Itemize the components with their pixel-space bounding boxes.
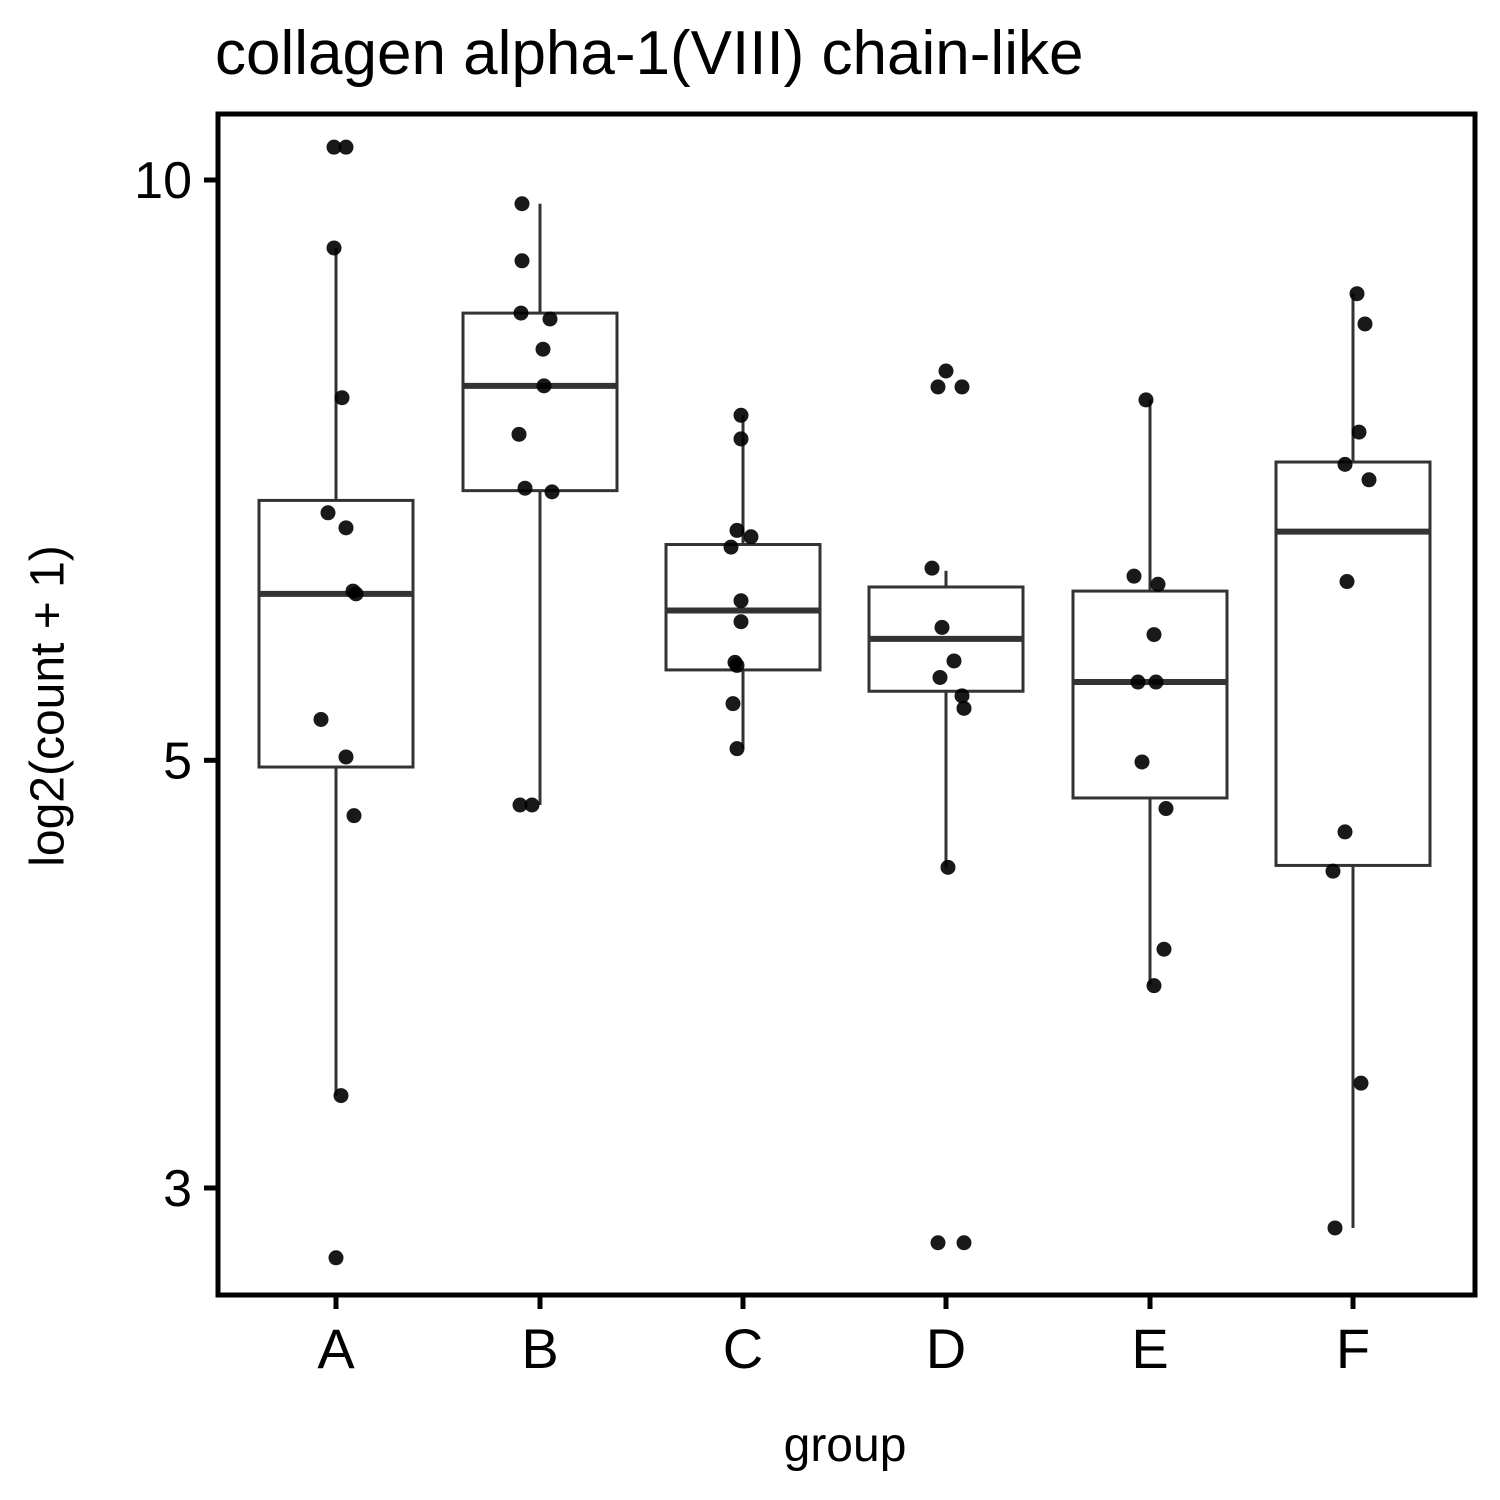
data-point-D <box>938 363 954 379</box>
data-point-B <box>535 341 551 357</box>
data-point-A <box>346 808 362 824</box>
data-point-A <box>326 240 342 256</box>
data-point-D <box>954 379 970 395</box>
data-point-A <box>333 1088 349 1104</box>
data-point-F <box>1337 824 1353 840</box>
data-point-E <box>1158 801 1174 817</box>
data-point-D <box>954 688 970 704</box>
data-point-D <box>946 653 962 669</box>
data-point-C <box>725 696 741 712</box>
data-point-C <box>733 614 749 630</box>
data-point-C <box>729 657 745 673</box>
data-point-C <box>743 529 759 545</box>
data-point-D <box>930 379 946 395</box>
boxes-layer <box>257 203 1432 1228</box>
data-point-C <box>729 741 745 757</box>
data-point-D <box>924 560 940 576</box>
data-point-B <box>517 480 533 496</box>
data-point-B <box>512 797 528 813</box>
data-point-A <box>328 1250 344 1266</box>
data-point-C <box>733 593 749 609</box>
points-layer <box>313 139 1377 1266</box>
x-tick-label: D <box>926 1317 966 1380</box>
box-B <box>461 203 619 806</box>
box-D <box>867 570 1025 868</box>
data-point-D <box>930 1235 946 1251</box>
data-point-B <box>513 305 529 321</box>
box-iqr <box>257 498 415 769</box>
y-axis-label: log2(count + 1) <box>21 545 75 867</box>
axis-layer: 3 5 10 A B C D E F <box>134 152 1370 1380</box>
data-point-F <box>1337 456 1353 472</box>
x-tick-label: F <box>1336 1317 1370 1380</box>
y-tick-label: 5 <box>163 732 192 790</box>
data-point-F <box>1353 1075 1369 1091</box>
data-point-E <box>1126 568 1142 584</box>
data-point-C <box>733 407 749 423</box>
data-point-F <box>1325 863 1341 879</box>
data-point-A <box>338 749 354 765</box>
box-iqr <box>461 311 619 493</box>
data-point-D <box>932 669 948 685</box>
data-point-B <box>524 797 540 813</box>
box-E <box>1071 399 1229 986</box>
data-point-F <box>1327 1220 1343 1236</box>
data-point-F <box>1339 574 1355 590</box>
data-point-A <box>348 586 364 602</box>
data-point-B <box>514 253 530 269</box>
box-C <box>664 415 822 749</box>
data-point-D <box>940 859 956 875</box>
box-A <box>257 247 415 1096</box>
data-point-C <box>733 431 749 447</box>
box-iqr <box>1274 460 1432 867</box>
data-point-C <box>723 539 739 555</box>
data-point-B <box>544 484 560 500</box>
data-point-F <box>1351 424 1367 440</box>
data-point-B <box>511 426 527 442</box>
data-point-D <box>956 1235 972 1251</box>
data-point-C <box>729 522 745 538</box>
data-point-B <box>542 311 558 327</box>
data-point-D <box>934 619 950 635</box>
data-point-F <box>1357 316 1373 332</box>
data-point-F <box>1349 286 1365 302</box>
data-point-E <box>1130 674 1146 690</box>
data-point-A <box>334 390 350 406</box>
data-point-E <box>1146 627 1162 643</box>
x-tick-label: E <box>1131 1317 1168 1380</box>
data-point-A <box>338 139 354 155</box>
data-point-E <box>1138 392 1154 408</box>
plot-panel-border <box>215 111 1478 1298</box>
data-point-A <box>320 505 336 521</box>
box-iqr <box>1071 589 1229 800</box>
data-point-A <box>326 139 342 155</box>
data-point-B <box>536 378 552 394</box>
chart-title: collagen alpha-1(VIII) chain-like <box>215 19 1084 88</box>
data-point-E <box>1134 754 1150 770</box>
data-point-E <box>1148 674 1164 690</box>
data-point-B <box>514 196 530 212</box>
data-point-D <box>956 700 972 716</box>
y-tick-label: 10 <box>134 152 192 210</box>
data-point-F <box>1361 472 1377 488</box>
x-tick-label: C <box>723 1317 763 1380</box>
data-point-E <box>1146 978 1162 994</box>
data-point-E <box>1150 576 1166 592</box>
x-tick-label: A <box>317 1317 355 1380</box>
x-tick-label: B <box>521 1317 558 1380</box>
x-axis-label: group <box>783 1419 907 1472</box>
data-point-A <box>338 520 354 536</box>
y-tick-label: 3 <box>163 1160 192 1218</box>
data-point-A <box>313 711 329 727</box>
data-point-E <box>1156 941 1172 957</box>
